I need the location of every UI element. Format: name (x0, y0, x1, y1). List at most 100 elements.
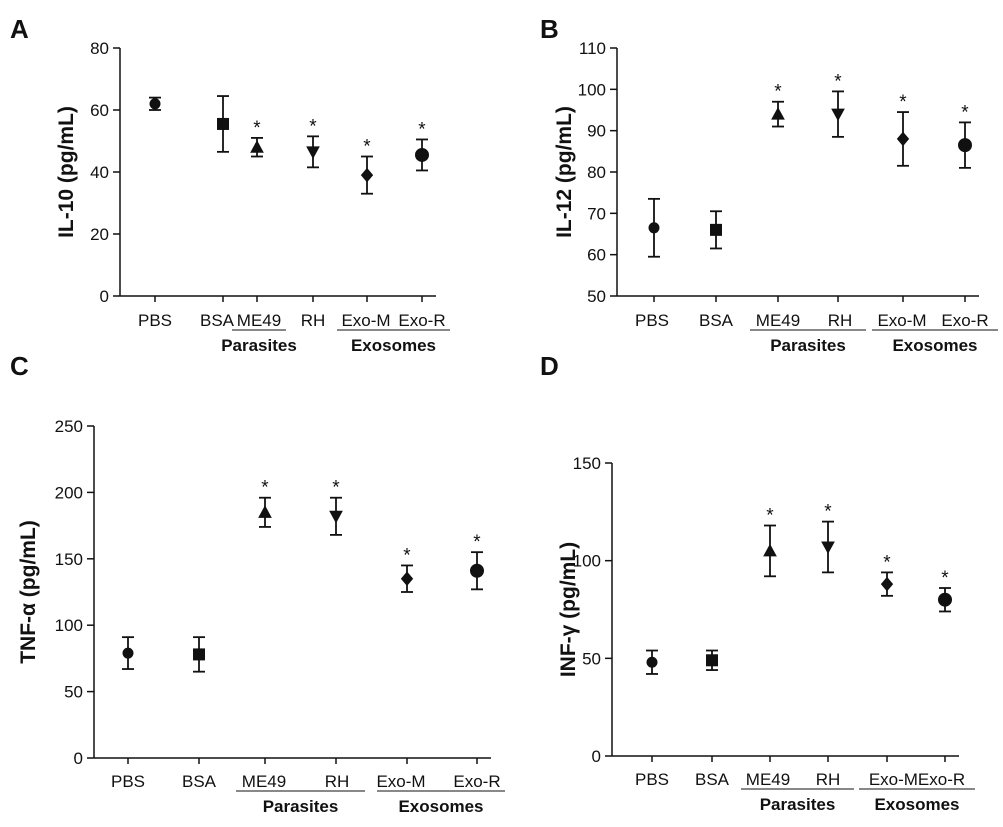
data-marker (329, 510, 343, 524)
y-tick-label: 110 (579, 39, 606, 58)
significance-star: * (883, 552, 891, 573)
y-tick-label: 0 (100, 287, 109, 306)
data-point-rh: * (831, 71, 845, 138)
panel-label: A (10, 14, 29, 44)
data-marker (880, 576, 894, 592)
data-point-bsa (217, 95, 229, 153)
data-marker (122, 647, 134, 659)
group-label: Exosomes (398, 797, 483, 816)
x-tick-label: PBS (635, 311, 669, 330)
data-point-rh: * (306, 116, 320, 169)
x-tick-label: PBS (635, 770, 669, 789)
data-point-exo-r: * (415, 119, 429, 172)
significance-star: * (253, 118, 261, 139)
x-tick-label: BSA (699, 311, 734, 330)
significance-star: * (261, 478, 269, 499)
panel-c: C 0 50 100 150 200 250 PBS BSA ME49 RH Exo-M Exo-R Pa… (10, 351, 505, 816)
group-label: Parasites (770, 336, 846, 355)
data-point-exo-m: * (400, 545, 414, 593)
data-marker (831, 108, 845, 122)
y-tick-label: 70 (587, 204, 606, 223)
panel-label: B (540, 14, 559, 44)
x-tick-label: PBS (138, 311, 172, 330)
y-axis-label: TNF-α (pg/mL) (17, 520, 40, 664)
significance-star: * (403, 545, 411, 566)
x-tick-label: ME49 (237, 311, 281, 330)
x-tick-label: ME49 (746, 770, 790, 789)
data-marker (646, 656, 658, 668)
data-point-bsa (706, 649, 718, 671)
data-point-pbs (149, 96, 161, 111)
data-marker (896, 131, 910, 147)
y-tick-label: 150 (573, 454, 601, 473)
significance-star: * (899, 92, 907, 113)
x-tick-label: Exo-M (877, 311, 926, 330)
group-label: Parasites (221, 336, 297, 355)
data-marker (193, 648, 205, 661)
y-tick-label: 60 (587, 246, 606, 265)
y-tick-label: 100 (578, 80, 606, 99)
data-point-bsa (710, 210, 722, 250)
x-tick-label: BSA (695, 770, 730, 789)
significance-star: * (766, 506, 774, 527)
data-point-me49: * (771, 82, 785, 128)
data-marker (470, 563, 484, 578)
data-marker (958, 138, 972, 153)
data-marker (415, 147, 429, 162)
group-label: Parasites (760, 795, 836, 814)
x-tick-label: ME49 (756, 311, 800, 330)
panel-label: D (540, 351, 559, 381)
x-tick-label: Exo-R (941, 311, 988, 330)
y-axis-label: IL-12 (pg/mL) (553, 106, 576, 238)
x-tick-label: Exo-R (398, 311, 445, 330)
data-point-bsa (193, 636, 205, 673)
y-tick-label: 20 (90, 225, 109, 244)
data-marker (821, 541, 835, 555)
data-point-exo-m: * (360, 137, 374, 195)
x-tick-label: RH (325, 772, 350, 791)
data-marker (360, 167, 374, 183)
group-label: Exosomes (351, 336, 436, 355)
x-tick-label: Exo-M (376, 772, 425, 791)
panel-d: D 0 50 100 150 PBS BSA ME49 RH Exo-MExo-R Parasite… (540, 351, 975, 814)
data-marker (648, 222, 660, 234)
data-marker (149, 98, 161, 110)
significance-star: * (332, 478, 340, 499)
y-axis-label: IL-10 (pg/mL) (55, 106, 78, 238)
x-tick-label: Exo-M (341, 311, 390, 330)
data-point-exo-m: * (880, 552, 894, 597)
data-marker (938, 592, 952, 607)
y-axis-label: INF-γ (pg/mL) (557, 542, 580, 677)
group-label: Exosomes (874, 795, 959, 814)
data-point-me49: * (763, 506, 777, 578)
panel-a: A 0 20 40 60 80 PBS BSA ME49 RH Exo-M Exo-R Parasite… (10, 14, 450, 355)
y-tick-label: 60 (90, 101, 109, 120)
y-tick-label: 50 (587, 287, 606, 306)
data-point-me49: * (250, 118, 264, 158)
data-marker (710, 223, 722, 236)
data-point-pbs (646, 649, 658, 675)
data-marker (250, 140, 264, 153)
significance-star: * (473, 532, 481, 553)
panel-b: B 50 60 70 80 90 100 110 PBS BSA ME49 RH Exo-M Exo-R P… (540, 14, 998, 355)
data-point-exo-r: * (470, 532, 484, 591)
x-tick-label: BSA (182, 772, 217, 791)
data-marker (400, 571, 414, 586)
data-point-exo-r: * (958, 102, 972, 169)
y-tick-label: 100 (573, 552, 601, 571)
panel-label: C (10, 351, 29, 381)
data-marker (306, 146, 320, 159)
y-tick-label: 150 (55, 550, 83, 569)
x-tick-label: Exo-R (453, 772, 500, 791)
significance-star: * (961, 102, 969, 123)
x-tick-label: RH (828, 311, 853, 330)
y-tick-label: 40 (90, 163, 109, 182)
data-marker (771, 107, 785, 120)
x-tick-label: Exo-MExo-R (869, 770, 965, 789)
data-marker (763, 543, 777, 557)
data-point-rh: * (821, 502, 835, 574)
x-tick-label: BSA (200, 311, 235, 330)
y-tick-label: 80 (587, 163, 606, 182)
group-label: Parasites (263, 797, 339, 816)
